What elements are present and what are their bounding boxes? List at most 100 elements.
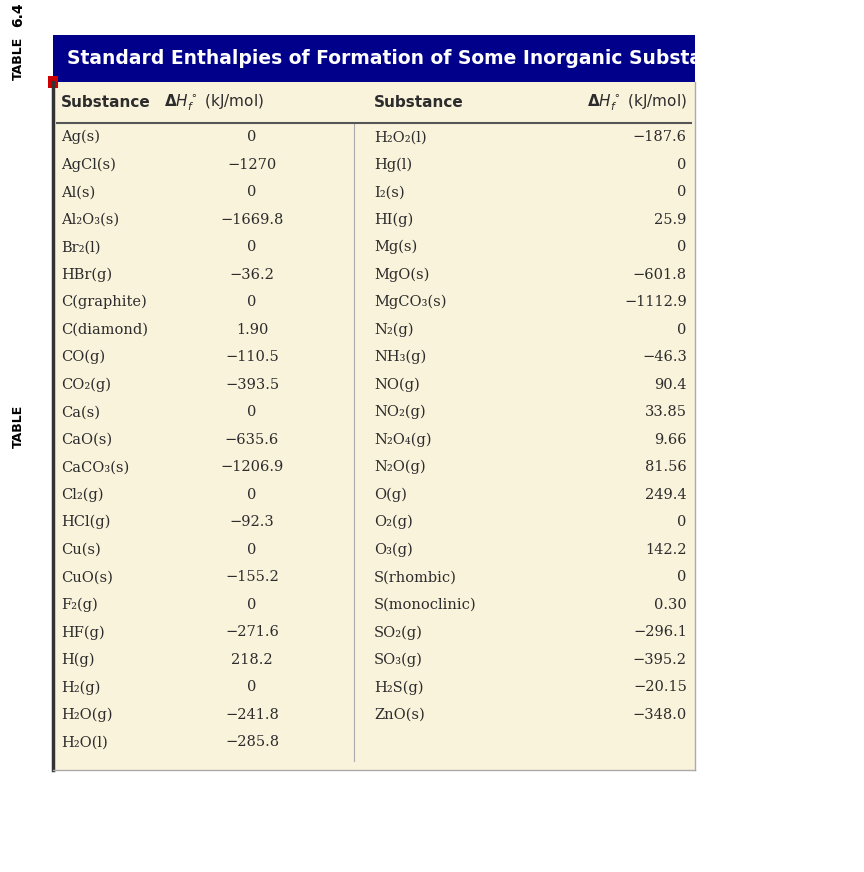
Text: 0: 0 bbox=[247, 240, 257, 255]
Text: SO₂(g): SO₂(g) bbox=[374, 625, 422, 639]
Text: NO₂(g): NO₂(g) bbox=[374, 405, 426, 419]
Text: Al₂O₃(s): Al₂O₃(s) bbox=[61, 213, 119, 227]
Text: 0: 0 bbox=[247, 405, 257, 419]
Text: 0: 0 bbox=[677, 185, 687, 199]
Text: H₂O(l): H₂O(l) bbox=[61, 735, 108, 749]
Text: 0: 0 bbox=[247, 598, 257, 612]
Text: NO(g): NO(g) bbox=[374, 378, 420, 392]
Text: NH₃(g): NH₃(g) bbox=[374, 350, 426, 364]
Text: 0.30: 0.30 bbox=[654, 598, 687, 612]
Text: 0: 0 bbox=[677, 240, 687, 255]
Text: −1206.9: −1206.9 bbox=[220, 460, 283, 474]
Text: 1.90: 1.90 bbox=[236, 323, 268, 337]
Text: −601.8: −601.8 bbox=[632, 268, 687, 282]
Text: Mg(s): Mg(s) bbox=[374, 240, 417, 255]
Text: −1112.9: −1112.9 bbox=[624, 296, 687, 310]
Text: −110.5: −110.5 bbox=[226, 351, 279, 364]
Text: C(graphite): C(graphite) bbox=[61, 295, 147, 310]
Text: 0: 0 bbox=[677, 570, 687, 584]
Text: HI(g): HI(g) bbox=[374, 213, 413, 227]
Text: 0: 0 bbox=[247, 296, 257, 310]
Text: Al(s): Al(s) bbox=[61, 185, 95, 199]
Text: 0: 0 bbox=[677, 158, 687, 172]
Text: $\mathbf{\Delta \it{H}_f^\circ}$ (kJ/mol): $\mathbf{\Delta \it{H}_f^\circ}$ (kJ/mol… bbox=[587, 92, 687, 113]
Text: F₂(g): F₂(g) bbox=[61, 597, 98, 612]
Text: H₂S(g): H₂S(g) bbox=[374, 680, 423, 694]
Text: −46.3: −46.3 bbox=[642, 351, 687, 364]
Text: 218.2: 218.2 bbox=[232, 653, 273, 667]
Text: 0: 0 bbox=[247, 680, 257, 694]
Text: Substance: Substance bbox=[374, 95, 464, 111]
Text: −36.2: −36.2 bbox=[230, 268, 275, 282]
Bar bbox=[53, 82, 695, 770]
Text: O(g): O(g) bbox=[374, 487, 407, 502]
Text: S(rhombic): S(rhombic) bbox=[374, 570, 457, 584]
Text: −187.6: −187.6 bbox=[632, 130, 687, 144]
Text: H₂O(g): H₂O(g) bbox=[61, 707, 112, 722]
Text: Cl₂(g): Cl₂(g) bbox=[61, 487, 104, 502]
Text: N₂O(g): N₂O(g) bbox=[374, 460, 426, 474]
Text: 0: 0 bbox=[247, 487, 257, 501]
Text: N₂O₄(g): N₂O₄(g) bbox=[374, 433, 431, 447]
Text: MgO(s): MgO(s) bbox=[374, 268, 429, 282]
Text: CO₂(g): CO₂(g) bbox=[61, 378, 111, 392]
Text: −155.2: −155.2 bbox=[226, 570, 279, 584]
Text: SO₃(g): SO₃(g) bbox=[374, 652, 422, 667]
Text: −635.6: −635.6 bbox=[225, 433, 279, 446]
Text: AgCl(s): AgCl(s) bbox=[61, 158, 116, 172]
Text: −296.1: −296.1 bbox=[633, 625, 687, 639]
Text: 81.56: 81.56 bbox=[645, 460, 687, 474]
Bar bbox=[48, 76, 58, 88]
Text: HF(g): HF(g) bbox=[61, 625, 105, 639]
Text: H₂(g): H₂(g) bbox=[61, 680, 100, 694]
Text: HBr(g): HBr(g) bbox=[61, 268, 112, 282]
Text: −285.8: −285.8 bbox=[225, 735, 279, 749]
Text: −92.3: −92.3 bbox=[230, 515, 275, 529]
Text: Cu(s): Cu(s) bbox=[61, 542, 101, 557]
Text: Ca(s): Ca(s) bbox=[61, 405, 100, 419]
Text: −271.6: −271.6 bbox=[225, 625, 279, 639]
Text: S(monoclinic): S(monoclinic) bbox=[374, 598, 477, 612]
Text: Hg(l): Hg(l) bbox=[374, 158, 412, 172]
Text: 0: 0 bbox=[677, 515, 687, 529]
Text: CuO(s): CuO(s) bbox=[61, 570, 113, 584]
Text: I₂(s): I₂(s) bbox=[374, 185, 404, 199]
Text: CaCO₃(s): CaCO₃(s) bbox=[61, 460, 130, 474]
Text: 0: 0 bbox=[247, 542, 257, 557]
Bar bbox=[53, 35, 695, 82]
Text: −241.8: −241.8 bbox=[225, 708, 279, 722]
Text: TABLE: TABLE bbox=[11, 405, 24, 447]
Text: C(diamond): C(diamond) bbox=[61, 323, 148, 337]
Text: CaO(s): CaO(s) bbox=[61, 433, 112, 446]
Text: N₂(g): N₂(g) bbox=[374, 323, 413, 337]
Text: Ag(s): Ag(s) bbox=[61, 130, 100, 145]
Text: CO(g): CO(g) bbox=[61, 350, 105, 364]
Text: 33.85: 33.85 bbox=[645, 405, 687, 419]
Text: ZnO(s): ZnO(s) bbox=[374, 708, 424, 722]
Text: 249.4: 249.4 bbox=[645, 487, 687, 501]
Text: H(g): H(g) bbox=[61, 652, 94, 667]
Text: O₃(g): O₃(g) bbox=[374, 542, 413, 557]
Text: 6.4: 6.4 bbox=[11, 3, 25, 27]
Text: −1669.8: −1669.8 bbox=[220, 213, 283, 227]
Text: Substance: Substance bbox=[61, 95, 150, 111]
Text: −20.15: −20.15 bbox=[633, 680, 687, 694]
Text: 90.4: 90.4 bbox=[654, 378, 687, 392]
Text: MgCO₃(s): MgCO₃(s) bbox=[374, 295, 447, 310]
Text: −393.5: −393.5 bbox=[225, 378, 279, 392]
Text: O₂(g): O₂(g) bbox=[374, 515, 413, 529]
Text: H₂O₂(l): H₂O₂(l) bbox=[374, 130, 427, 144]
Text: −1270: −1270 bbox=[227, 158, 276, 172]
Text: −395.2: −395.2 bbox=[632, 653, 687, 667]
Text: HCl(g): HCl(g) bbox=[61, 515, 111, 529]
Text: Br₂(l): Br₂(l) bbox=[61, 240, 100, 255]
Text: −348.0: −348.0 bbox=[632, 708, 687, 722]
Text: 9.66: 9.66 bbox=[654, 433, 687, 446]
Text: $\mathbf{\Delta \it{H}_f^\circ}$ (kJ/mol): $\mathbf{\Delta \it{H}_f^\circ}$ (kJ/mol… bbox=[164, 92, 264, 113]
Text: 0: 0 bbox=[677, 323, 687, 337]
Text: TABLE: TABLE bbox=[11, 37, 24, 80]
Text: 0: 0 bbox=[247, 130, 257, 144]
Text: 0: 0 bbox=[247, 185, 257, 199]
Text: 25.9: 25.9 bbox=[654, 213, 687, 227]
Text: 142.2: 142.2 bbox=[645, 542, 687, 557]
